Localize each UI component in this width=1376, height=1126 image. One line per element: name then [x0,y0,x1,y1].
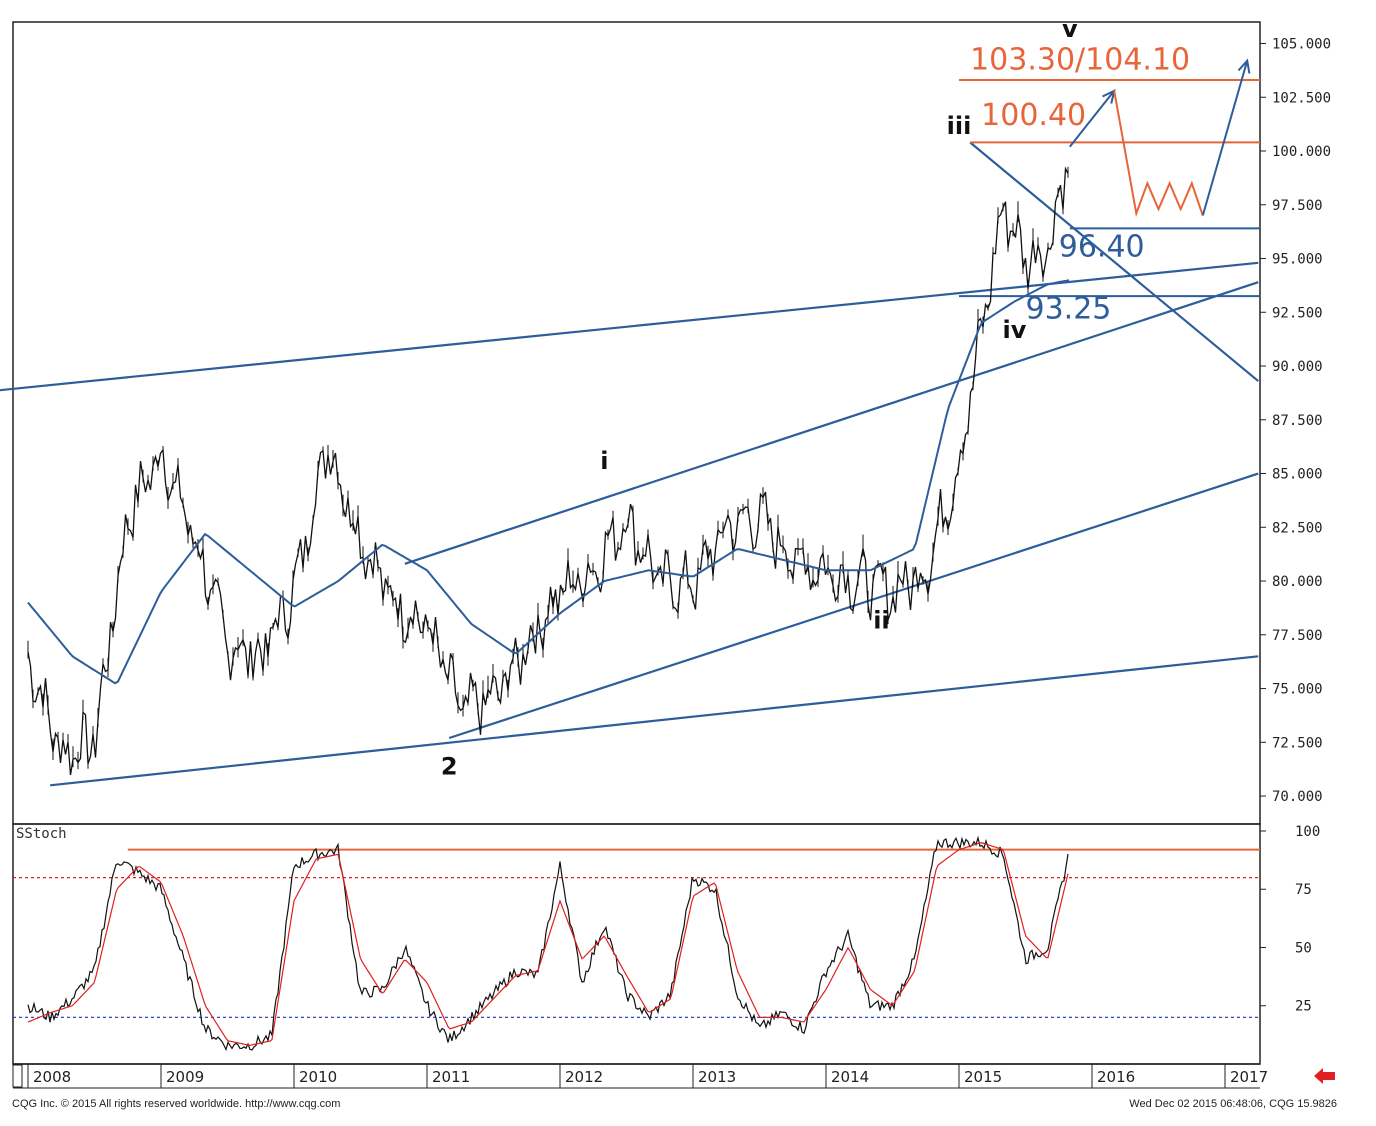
stoch-panel-frame [12,823,1261,1065]
annotation-3: i [600,447,608,475]
footer-right: Wed Dec 02 2015 06:48:06, CQG 15.9826 [1129,1098,1337,1110]
annotation-8: 96.40 [1059,229,1145,264]
forecast-path-2 [1201,60,1249,216]
moving-average-line [27,279,1070,685]
stoch-y-tick-label-1: 75 [1295,882,1312,898]
y-tick-label-11: 77.500 [1272,628,1323,644]
x-tick-label-0: 2008 [33,1068,71,1086]
footer-left: CQG Inc. © 2015 All rights reserved worl… [12,1098,340,1110]
stoch-y-tick-label-0: 100 [1295,824,1320,840]
x-tick-label-3: 2011 [432,1068,470,1086]
annotation-2: iv [1002,316,1026,344]
y-tick-label-12: 75.000 [1272,682,1323,698]
y-tick-label-3: 97.500 [1272,198,1323,214]
left-arrow-icon-shape[interactable] [1314,1068,1335,1084]
stoch-y-tick-label-2: 50 [1295,940,1312,956]
y-tick-label-6: 90.000 [1272,359,1323,375]
trendline-4 [969,141,1259,382]
y-tick-label-10: 80.000 [1272,574,1323,590]
y-tick-label-0: 105.000 [1272,37,1331,53]
annotation-5: 2 [441,753,458,781]
left-arrow-icon[interactable] [1314,1068,1335,1084]
y-tick-label-9: 82.500 [1272,520,1323,536]
y-tick-label-1: 102.500 [1272,90,1331,106]
x-tick-label-4: 2012 [565,1068,603,1086]
forecast-path-0 [1069,90,1115,148]
annotation-7: 100.40 [981,98,1086,133]
price-line [27,166,1069,776]
y-tick-label-2: 100.000 [1272,144,1331,160]
annotation-0: v [1062,15,1078,43]
stoch-plot [13,835,1260,1052]
trendline-1 [50,655,1259,787]
y-tick-label-7: 87.500 [1272,413,1323,429]
x-tick-label-9: 2017 [1230,1068,1268,1086]
y-tick-label-13: 72.500 [1272,735,1323,751]
y-tick-label-14: 70.000 [1272,789,1323,805]
x-tick-label-6: 2014 [831,1068,869,1086]
corner-box[interactable] [12,1064,23,1088]
x-tick-label-5: 2013 [698,1068,736,1086]
stoch-k-line [27,835,1069,1052]
x-tick-label-1: 2009 [166,1068,204,1086]
y-tick-label-8: 85.000 [1272,467,1323,483]
y-tick-label-4: 95.000 [1272,252,1323,268]
stoch-d-line [27,842,1069,1046]
trendline-0 [0,261,1259,392]
x-tick-label-7: 2015 [964,1068,1002,1086]
price-bars [27,166,1069,770]
annotation-1: iii [947,112,972,140]
y-tick-label-5: 92.500 [1272,305,1323,321]
stoch-y-tick-label-3: 25 [1295,999,1312,1015]
annotation-4: ii [873,606,889,634]
axes: 105.000 102.500 100.000 97.500 95.000 92.500 9… [27,37,1331,1088]
x-tick-label-2: 2010 [299,1068,337,1086]
x-tick-label-8: 2016 [1097,1068,1135,1086]
annotation-9: 93.25 [1026,292,1112,327]
forecast-path-1 [1113,90,1204,218]
stoch-panel-title: SStoch [16,826,67,842]
forecast-arrowhead-2 [1237,58,1251,74]
trendline-3 [404,281,1259,565]
main-plot [0,58,1260,787]
annotation-6: 103.30/104.10 [970,42,1190,77]
